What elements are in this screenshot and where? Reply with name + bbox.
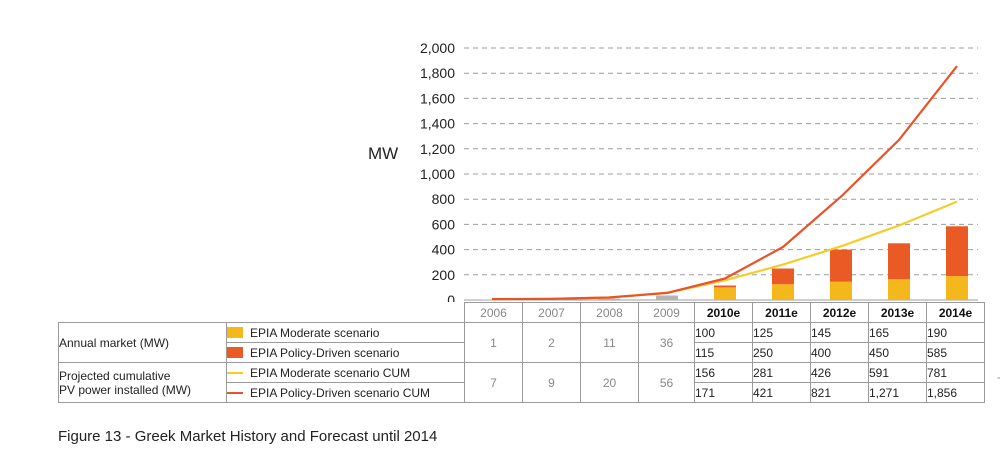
bar-policy	[772, 268, 794, 285]
table-row: Projected cumulative PV power installed (…	[58, 362, 985, 403]
y-tick-label: 600	[432, 216, 456, 232]
legend-policy-cum: EPIA Policy-Driven scenario CUM	[226, 382, 465, 403]
hist-value: 11	[580, 322, 639, 363]
policy-swatch	[227, 346, 243, 358]
bar-policy	[714, 285, 736, 288]
year-header: 2012e	[810, 302, 869, 323]
legend-label: EPIA Policy-Driven scenario CUM	[250, 385, 431, 400]
bar-moderate	[946, 276, 968, 300]
chart-area: 0 200 400 600 800 1,000 1,200 1,400 1,600 1,800 2,…	[368, 40, 978, 302]
policy-line-swatch	[227, 391, 243, 394]
bar-policy	[888, 243, 910, 280]
y-tick-label: 400	[432, 242, 456, 258]
cell-value: 156	[694, 362, 753, 383]
gridlines	[464, 47, 978, 301]
cell-value: 1,271	[868, 382, 927, 403]
figure-caption: Figure 13 - Greek Market History and For…	[58, 428, 438, 445]
hist-value: 56	[638, 362, 695, 403]
cumulative-lines	[491, 65, 958, 301]
y-axis-unit-label: MW	[368, 144, 398, 163]
hist-value: 9	[522, 362, 581, 403]
data-table: 2006 2007 2008 2009 2010e 2011e 2012e 20…	[58, 302, 985, 403]
cell-value: 821	[810, 382, 869, 403]
cell-value: 400	[810, 342, 869, 363]
table-header-row: 2006 2007 2008 2009 2010e 2011e 2012e 20…	[58, 302, 985, 323]
cell-value: 421	[752, 382, 811, 403]
cell-value: 145	[810, 322, 869, 343]
table-row: Annual market (MW) EPIA Moderate scenari…	[58, 322, 985, 363]
cell-value: 450	[868, 342, 927, 363]
cell-value: 171	[694, 382, 753, 403]
legend-policy: EPIA Policy-Driven scenario	[226, 342, 465, 363]
year-header: 2011e	[752, 302, 811, 323]
hist-value: 7	[464, 362, 523, 403]
cell-value: 100	[694, 322, 753, 343]
year-header: 2014e	[926, 302, 985, 323]
y-tick-label: 1,000	[420, 166, 455, 182]
y-tick-label: 200	[432, 267, 456, 283]
line-moderate-cum	[491, 200, 958, 301]
bar-policy	[830, 249, 852, 282]
y-tick-label: 800	[432, 191, 456, 207]
y-tick-label: 1,800	[420, 65, 455, 81]
hist-value: 20	[580, 362, 639, 403]
hist-value: 1	[464, 322, 523, 363]
year-header: 2008	[580, 302, 639, 323]
moderate-line-swatch	[227, 371, 243, 374]
cell-value: 781	[926, 362, 985, 383]
cell-value: 281	[752, 362, 811, 383]
cell-value: 115	[694, 342, 753, 363]
legend-label: EPIA Moderate scenario CUM	[250, 365, 411, 380]
y-axis-ticks: 0 200 400 600 800 1,000 1,200 1,400 1,600 1,800 2,…	[420, 40, 455, 302]
y-tick-label: 2,000	[420, 40, 455, 56]
cell-value: 190	[926, 322, 985, 343]
legend-label: EPIA Moderate scenario	[250, 325, 380, 340]
cell-value: 165	[868, 322, 927, 343]
bar-historic	[598, 298, 620, 300]
legend-label: EPIA Policy-Driven scenario	[250, 345, 400, 360]
legend-moderate-cum: EPIA Moderate scenario CUM	[226, 362, 465, 383]
cell-value: 250	[752, 342, 811, 363]
group-label-cumulative: Projected cumulative PV power installed (…	[58, 362, 227, 403]
bar-moderate	[830, 281, 852, 300]
y-tick-label: 1,400	[420, 116, 455, 132]
year-header: 2010e	[694, 302, 753, 323]
table-row: EPIA Policy-Driven scenario CUM 171 421 …	[59, 382, 985, 403]
hist-value: 2	[522, 322, 581, 363]
moderate-swatch	[227, 326, 243, 338]
cell-value: 125	[752, 322, 811, 343]
y-tick-label: 0	[447, 292, 455, 302]
bar-historic	[656, 295, 678, 300]
cell-value: 591	[868, 362, 927, 383]
edge-mark: -	[997, 370, 1000, 384]
table-row: EPIA Policy-Driven scenario 115 250 400 …	[59, 342, 985, 363]
bar-moderate	[714, 287, 736, 300]
year-header: 2006	[464, 302, 523, 323]
year-header: 2013e	[868, 302, 927, 323]
cell-value: 585	[926, 342, 985, 363]
cell-value: 426	[810, 362, 869, 383]
legend-moderate: EPIA Moderate scenario	[226, 322, 465, 343]
bar-policy	[946, 226, 968, 277]
y-tick-label: 1,600	[420, 90, 455, 106]
bar-moderate	[772, 284, 794, 300]
y-tick-label: 1,200	[420, 141, 455, 157]
year-header: 2007	[522, 302, 581, 323]
hist-value: 36	[638, 322, 695, 363]
line-policy-cum	[491, 65, 958, 301]
year-header: 2009	[638, 302, 695, 323]
cell-value: 1,856	[926, 382, 985, 403]
group-label-annual: Annual market (MW)	[58, 322, 227, 363]
bar-moderate	[888, 279, 910, 300]
bars	[482, 226, 968, 300]
